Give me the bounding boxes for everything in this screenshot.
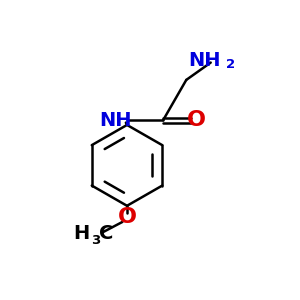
Text: O: O (187, 110, 206, 130)
Text: 2: 2 (226, 58, 235, 71)
Text: NH: NH (99, 111, 132, 130)
Text: C: C (99, 224, 113, 243)
Text: 3: 3 (91, 234, 100, 248)
Text: O: O (118, 207, 136, 227)
Text: NH: NH (189, 51, 221, 70)
Text: H: H (74, 224, 90, 243)
